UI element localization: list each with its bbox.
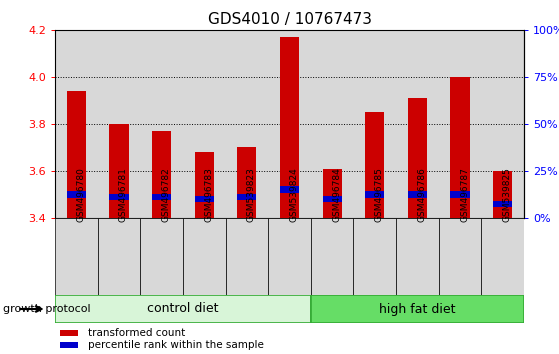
Text: GSM496786: GSM496786 (418, 167, 427, 222)
Bar (493, 171, 512, 218)
Text: GSM496780: GSM496780 (77, 167, 86, 222)
Text: GSM539824: GSM539824 (290, 167, 299, 222)
Bar (98, 30, 140, 218)
Bar (60, 330, 78, 336)
Bar (225, 218, 268, 295)
Bar (140, 218, 183, 295)
Bar (481, 218, 524, 295)
Bar (268, 218, 311, 295)
Text: GSM496782: GSM496782 (162, 167, 170, 222)
Text: GSM496785: GSM496785 (375, 167, 384, 222)
Bar (451, 77, 470, 218)
Bar (60, 342, 78, 348)
Bar (98, 218, 140, 295)
Bar (481, 30, 524, 218)
Bar (439, 218, 481, 295)
Bar (152, 194, 171, 200)
Bar (408, 98, 427, 218)
Bar (110, 124, 129, 218)
Bar (67, 91, 86, 218)
Text: GSM496781: GSM496781 (119, 167, 128, 222)
Bar (195, 152, 214, 218)
Bar (67, 191, 86, 198)
Bar (323, 169, 342, 218)
Bar (55, 30, 98, 218)
Bar (396, 30, 439, 218)
Bar (439, 30, 481, 218)
Bar (110, 194, 129, 200)
Bar (280, 186, 299, 193)
Text: transformed count: transformed count (88, 328, 185, 338)
Bar (237, 148, 257, 218)
Title: GDS4010 / 10767473: GDS4010 / 10767473 (207, 12, 372, 28)
Bar (311, 218, 353, 295)
Bar (396, 218, 439, 295)
Text: GSM496783: GSM496783 (204, 167, 213, 222)
Bar (268, 30, 311, 218)
Bar (408, 191, 427, 198)
Bar (365, 112, 385, 218)
Text: percentile rank within the sample: percentile rank within the sample (88, 340, 264, 350)
Text: control diet: control diet (147, 303, 219, 315)
Bar (225, 30, 268, 218)
Text: GSM539825: GSM539825 (503, 167, 511, 222)
Text: GSM539823: GSM539823 (247, 167, 256, 222)
Bar (365, 191, 385, 198)
Bar (323, 196, 342, 202)
Bar (353, 30, 396, 218)
Text: GSM496787: GSM496787 (460, 167, 469, 222)
Bar (311, 30, 353, 218)
Text: high fat diet: high fat diet (379, 303, 456, 315)
Bar (195, 196, 214, 202)
Bar (237, 194, 257, 200)
Bar (183, 30, 225, 218)
Bar (55, 295, 311, 323)
Bar (451, 191, 470, 198)
Bar (311, 295, 524, 323)
Bar (280, 37, 299, 218)
Bar (353, 218, 396, 295)
Text: growth protocol: growth protocol (3, 304, 91, 314)
Bar (493, 201, 512, 207)
Bar (55, 218, 98, 295)
Bar (152, 131, 171, 218)
Bar (183, 218, 225, 295)
Text: GSM496784: GSM496784 (332, 167, 341, 222)
Bar (140, 30, 183, 218)
